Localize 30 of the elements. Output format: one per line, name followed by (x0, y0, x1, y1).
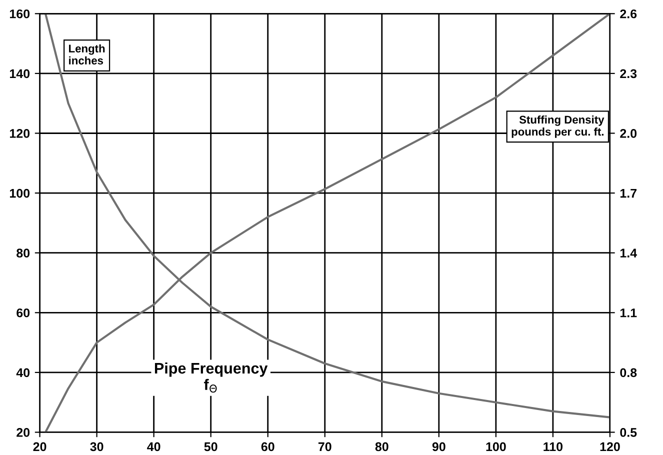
y-tick-label: 20 (16, 428, 30, 437)
y-tick-label: 80 (16, 248, 30, 258)
y2-tick-label: 2.0 (620, 129, 637, 138)
x-tick-label: 40 (147, 442, 160, 452)
x-tick-label: 100 (486, 442, 506, 452)
y2-tick-label: 0.8 (620, 368, 637, 378)
x-axis-title: Pipe Frequency f$_{Θ}$ (154, 362, 268, 393)
y-tick-label: 120 (10, 129, 30, 138)
y2-tick-label: 0.5 (620, 428, 637, 437)
y-tick-label: 40 (16, 368, 30, 378)
y2-tick-label: 2.6 (620, 9, 637, 18)
x-tick-label: 80 (375, 442, 388, 452)
y-tick-label: 60 (16, 308, 30, 318)
series-label: Length inches (69, 44, 105, 64)
x-tick-label: 50 (204, 442, 218, 452)
x-tick-label: 110 (544, 442, 563, 452)
x-tick-label: 20 (33, 442, 46, 452)
x-tick-label: 90 (432, 442, 446, 452)
y2-tick-label: 2.3 (620, 69, 637, 78)
x-tick-label: 30 (90, 442, 104, 452)
y-tick-label: 100 (10, 188, 30, 198)
y2-tick-label: 1.7 (620, 188, 637, 198)
x-tick-label: 70 (318, 442, 332, 452)
x-tick-label: 120 (600, 442, 620, 452)
y-tick-label: 140 (10, 69, 30, 78)
x-tick-label: 60 (261, 442, 274, 452)
y2-tick-label: 1.4 (620, 248, 637, 258)
y2-tick-label: 1.1 (620, 308, 637, 318)
y-tick-label: 160 (10, 9, 30, 18)
text: Stuffing Density pounds per cu. ft. (512, 115, 604, 138)
